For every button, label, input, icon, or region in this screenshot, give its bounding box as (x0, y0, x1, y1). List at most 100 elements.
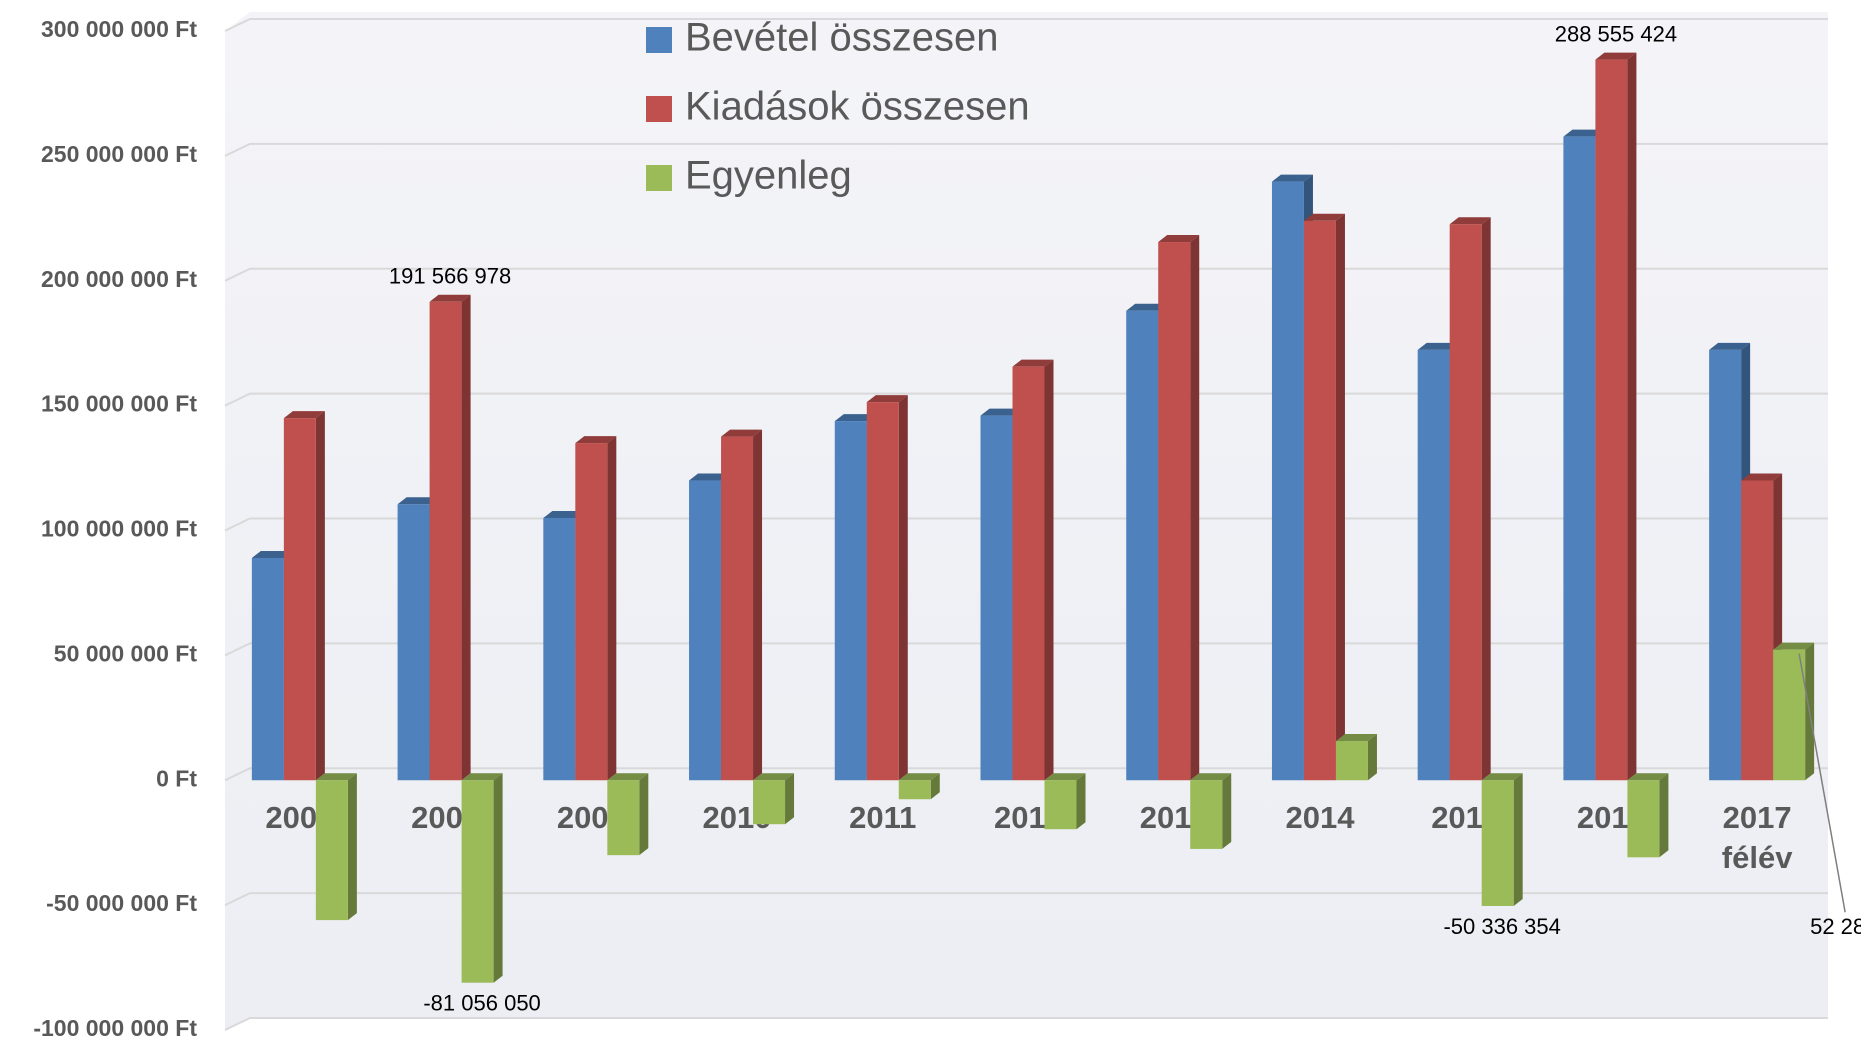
data-label: 288 555 424 (1555, 21, 1677, 46)
bar-front (1012, 366, 1045, 781)
bar-top (1773, 642, 1815, 650)
bar (1449, 217, 1491, 781)
bar-front (721, 436, 754, 781)
bar (461, 773, 503, 983)
bar-side (315, 411, 325, 781)
x-tick-label-box: 2017 félév (1721, 800, 1793, 876)
bar-side (1481, 217, 1491, 781)
bar-front (1563, 136, 1596, 781)
bar-front (283, 418, 316, 781)
data-label: 52 282 170 (1810, 914, 1861, 939)
bar (575, 436, 617, 781)
bar-front (1481, 780, 1514, 906)
bar-top (315, 773, 357, 781)
bar-top (689, 473, 731, 481)
legend-label: Egyenleg (685, 154, 852, 198)
bar-side (1659, 773, 1669, 858)
bar (1044, 773, 1086, 830)
bar-top (980, 408, 1022, 416)
bar-top (1044, 773, 1086, 781)
bar-front (1709, 349, 1742, 781)
x-tick-label-box: 2014 (1285, 800, 1355, 836)
bar-front (607, 780, 640, 856)
bar (315, 773, 357, 921)
data-label: -50 336 354 (1443, 914, 1560, 939)
bar-front (1773, 649, 1806, 781)
bar (753, 773, 795, 825)
bar (1627, 773, 1669, 858)
data-label: -81 056 050 (423, 991, 540, 1016)
bar-front (1335, 741, 1368, 781)
x-tick-label-box: 2011 (849, 800, 917, 836)
bar (1335, 734, 1377, 781)
bar-top (1627, 773, 1669, 781)
bar-top (397, 497, 439, 505)
y-tick-label: 300 000 000 Ft (41, 16, 197, 42)
bar-front (1158, 242, 1191, 781)
bar-top (1335, 734, 1377, 742)
bar-top (1158, 235, 1200, 243)
bar-side (898, 395, 908, 781)
bar-top (1595, 52, 1637, 60)
grid-line (224, 892, 1828, 907)
bar-top (721, 429, 763, 437)
bar-front (980, 415, 1013, 781)
bar-front (429, 301, 462, 781)
bar-top (1012, 359, 1054, 367)
y-tick-label: 100 000 000 Ft (41, 516, 197, 542)
bar-side (785, 773, 795, 825)
bar-front (1190, 780, 1223, 849)
bar-front (1126, 310, 1159, 781)
bar-side (1513, 773, 1523, 906)
bar-top (1563, 129, 1605, 137)
legend-label: Kiadások összesen (685, 85, 1030, 129)
y-tick-label: 250 000 000 Ft (41, 141, 197, 167)
leader-line (1798, 653, 1846, 913)
bar-front (1595, 59, 1628, 781)
y-tick-label: 200 000 000 Ft (41, 266, 197, 292)
bar-side (461, 294, 471, 781)
bar-front (575, 443, 608, 781)
bar-front (397, 504, 430, 781)
bar-top (1303, 213, 1345, 221)
bar-top (834, 414, 876, 422)
x-tick-label: 2014 (1285, 800, 1355, 836)
bar-front (1741, 480, 1774, 781)
bar (1190, 773, 1232, 849)
bar-top (607, 773, 649, 781)
bar-top (429, 294, 471, 302)
bar-top (1481, 773, 1523, 781)
y-tick-label: 150 000 000 Ft (41, 391, 197, 417)
legend-swatch (646, 27, 672, 53)
grid-line (224, 18, 1828, 32)
bar (1158, 235, 1200, 781)
bar (898, 773, 940, 800)
bar (1741, 473, 1783, 781)
bar-front (866, 402, 899, 781)
bar-top (1709, 342, 1751, 350)
bar-top (543, 511, 585, 519)
bar-side (1222, 773, 1232, 849)
bar (1481, 773, 1523, 906)
bar-front (753, 780, 786, 825)
bar-side (493, 773, 503, 983)
legend-label: Bevétel összesen (685, 16, 999, 60)
bar-top (251, 550, 293, 558)
grid-line (224, 142, 1828, 157)
bar (607, 773, 649, 856)
bar-top (1126, 303, 1168, 311)
bar-side (347, 773, 357, 921)
y-tick-label: -100 000 000 Ft (33, 1015, 197, 1041)
bar-side (1367, 734, 1377, 781)
x-tick-label: 2017 félév (1721, 800, 1793, 876)
bar (1303, 213, 1345, 781)
bar (429, 294, 471, 781)
bar-front (1417, 349, 1450, 781)
bar-top (1271, 174, 1313, 182)
x-tick-label: 2011 (849, 800, 917, 836)
bar-side (639, 773, 649, 856)
bar (866, 395, 908, 781)
bar-front (898, 780, 931, 800)
bar (1773, 642, 1815, 781)
